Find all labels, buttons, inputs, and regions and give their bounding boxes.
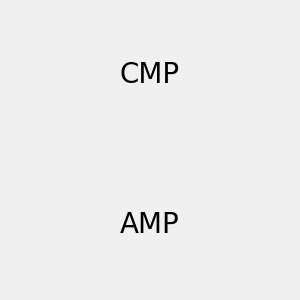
- Text: AMP: AMP: [120, 211, 180, 239]
- Text: CMP: CMP: [120, 61, 180, 89]
